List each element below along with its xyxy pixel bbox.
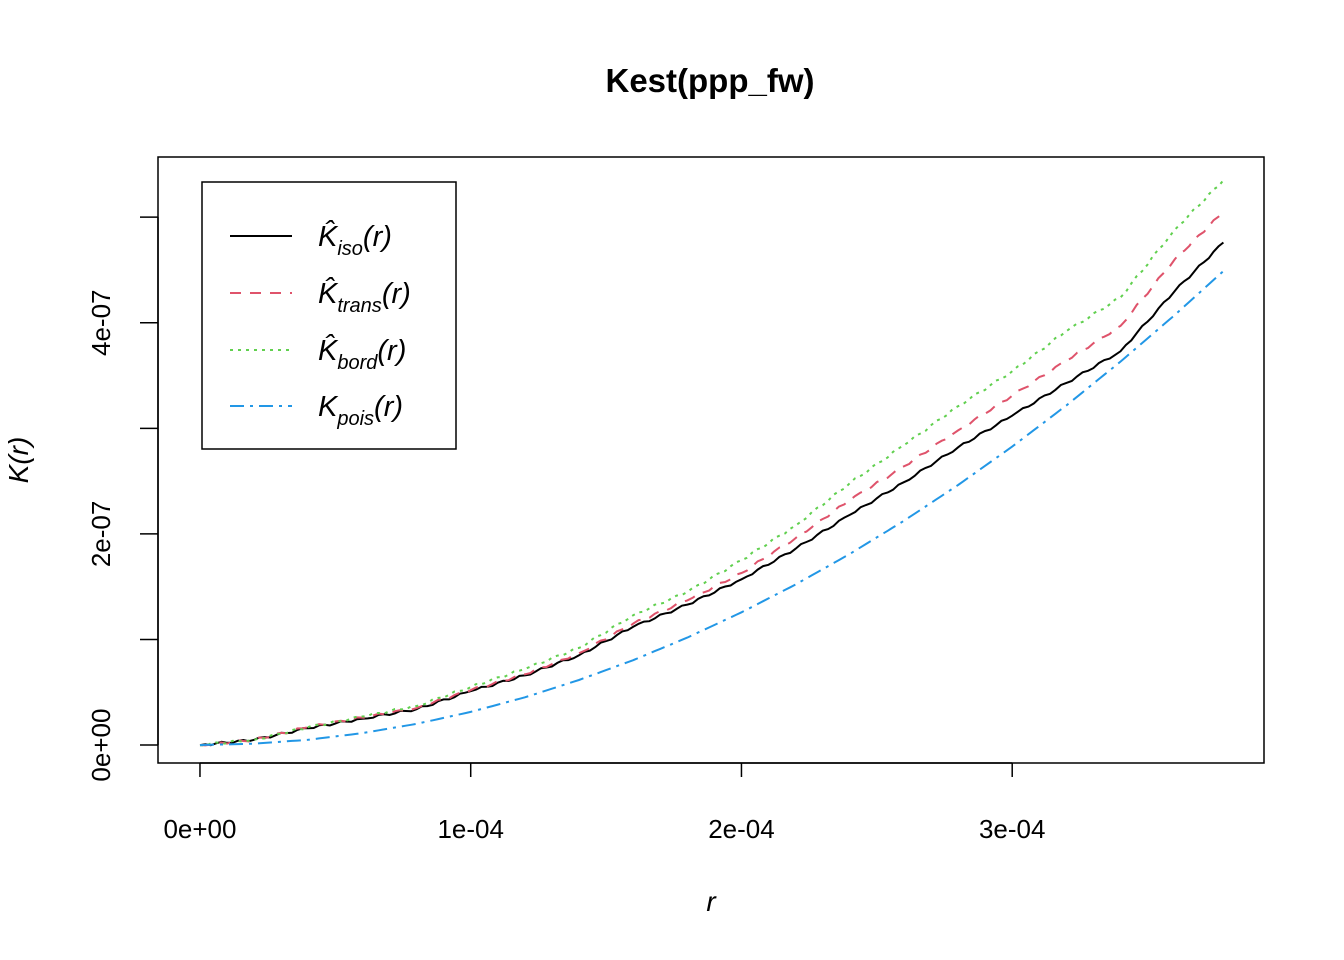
legend-label-pois: Kpois(r) xyxy=(318,391,403,430)
legend-label-suffix: (r) xyxy=(363,221,392,253)
series-line-pois xyxy=(199,270,1225,747)
series-group xyxy=(199,179,1225,747)
x-tick-label: 1e-04 xyxy=(437,814,504,844)
x-axis: 0e+00 1e-04 2e-04 3e-04 xyxy=(163,762,1046,844)
legend-box xyxy=(201,181,457,450)
legend: K̂iso(r)K̂trans(r)K̂bord(r)Kpois(r) xyxy=(201,181,457,450)
series-line-trans xyxy=(199,211,1225,747)
legend-label-sub: pois xyxy=(336,408,374,430)
legend-label-iso: K̂iso(r) xyxy=(318,220,392,260)
legend-label-sub: bord xyxy=(337,352,378,374)
series-line-iso xyxy=(199,241,1225,747)
chart-title: Kest(ppp_fw) xyxy=(606,62,815,99)
legend-label-main: K̂ xyxy=(318,334,339,367)
series-line-bord xyxy=(199,179,1225,747)
y-tick-label: 0e+00 xyxy=(86,709,116,782)
y-tick-label: 4e-07 xyxy=(86,290,116,357)
legend-label-bord: K̂bord(r) xyxy=(318,334,406,374)
legend-label-trans: K̂trans(r) xyxy=(318,277,411,317)
legend-label-sub: iso xyxy=(337,238,363,260)
x-tick-label: 0e+00 xyxy=(163,814,236,844)
legend-label-suffix: (r) xyxy=(374,391,403,423)
x-tick-label: 3e-04 xyxy=(979,814,1046,844)
legend-label-main: K̂ xyxy=(318,220,339,253)
y-tick-label: 2e-07 xyxy=(86,501,116,568)
legend-label-main: K̂ xyxy=(318,277,339,310)
y-axis: 0e+00 2e-07 4e-07 xyxy=(86,216,159,782)
legend-label-suffix: (r) xyxy=(377,335,406,367)
legend-label-suffix: (r) xyxy=(382,278,411,310)
y-axis-label: K(r) xyxy=(3,437,34,484)
x-tick-label: 2e-04 xyxy=(708,814,775,844)
legend-label-sub: trans xyxy=(337,295,381,317)
x-axis-label: r xyxy=(706,886,717,917)
legend-label-main: K xyxy=(318,391,339,423)
